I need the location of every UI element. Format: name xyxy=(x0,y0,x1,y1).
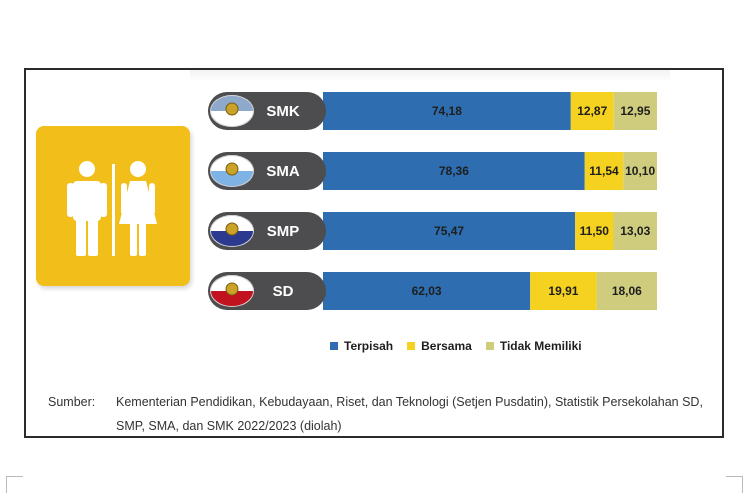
value-label-sma-tidak-memiliki: 10,10 xyxy=(625,164,655,178)
legend-swatch-terpisah xyxy=(330,342,338,350)
bar-smp-terpisah xyxy=(323,212,576,250)
legend-label-terpisah: Terpisah xyxy=(344,339,394,353)
level-label-sd: SD xyxy=(273,283,294,300)
crop-mark-left xyxy=(6,476,23,493)
value-label-sma-terpisah: 78,36 xyxy=(439,164,469,178)
bar-smp-tidak-memiliki xyxy=(613,212,657,250)
source-text: Kementerian Pendidikan, Kebudayaan, Rise… xyxy=(116,395,703,433)
value-label-smp-terpisah: 75,47 xyxy=(434,224,464,238)
value-label-sma-bersama: 11,54 xyxy=(589,164,619,178)
school-emblem-icon-sd xyxy=(210,275,254,307)
source-label: Sumber: xyxy=(48,395,96,409)
bar-sd-tidak-memiliki xyxy=(596,272,657,310)
school-emblem-icon-smk xyxy=(210,95,254,127)
value-label-smp-bersama: 11,50 xyxy=(580,224,610,238)
bar-sd-terpisah xyxy=(323,272,531,310)
restroom-icon xyxy=(36,126,190,286)
school-emblem-icon-smp xyxy=(210,215,254,247)
bar-smk-tidak-memiliki xyxy=(613,92,657,130)
value-label-sd-bersama: 19,91 xyxy=(548,284,578,298)
school-emblem-icon-sma xyxy=(210,155,254,187)
level-label-smk: SMK xyxy=(266,103,300,120)
value-label-smk-bersama: 12,87 xyxy=(577,104,607,118)
bar-smk-bersama xyxy=(570,92,614,130)
bar-smk-terpisah xyxy=(323,92,571,130)
value-label-smk-terpisah: 74,18 xyxy=(432,104,462,118)
legend-label-tidak-memiliki: Tidak Memiliki xyxy=(499,339,582,353)
bar-sma-bersama xyxy=(584,152,624,190)
value-label-sd-terpisah: 62,03 xyxy=(412,284,442,298)
value-label-smk-tidak-memiliki: 12,95 xyxy=(620,104,650,118)
crop-mark-right xyxy=(726,476,743,493)
bar-sma-terpisah xyxy=(323,152,585,190)
legend-swatch-bersama xyxy=(407,342,416,350)
legend-swatch-tidak-memiliki xyxy=(485,342,494,350)
value-label-sd-tidak-memiliki: 18,06 xyxy=(612,284,642,298)
legend: Terpisah Bersama Tidak Memiliki xyxy=(330,339,582,353)
level-label-smp: SMP xyxy=(267,223,300,240)
legend-label-bersama: Bersama xyxy=(421,339,472,353)
bar-sma-tidak-memiliki xyxy=(623,152,657,190)
top-fade xyxy=(190,70,670,82)
legend-item-bersama: Bersama xyxy=(407,339,472,353)
legend-item-terpisah: Terpisah xyxy=(330,339,393,353)
level-label-sma: SMA xyxy=(266,163,300,180)
value-label-smp-tidak-memiliki: 13,03 xyxy=(620,224,650,238)
bar-smp-bersama xyxy=(575,212,614,250)
bar-sd-bersama xyxy=(530,272,597,310)
legend-item-tidak-memiliki: Tidak Memiliki xyxy=(485,339,582,353)
restroom-figures xyxy=(67,161,157,256)
